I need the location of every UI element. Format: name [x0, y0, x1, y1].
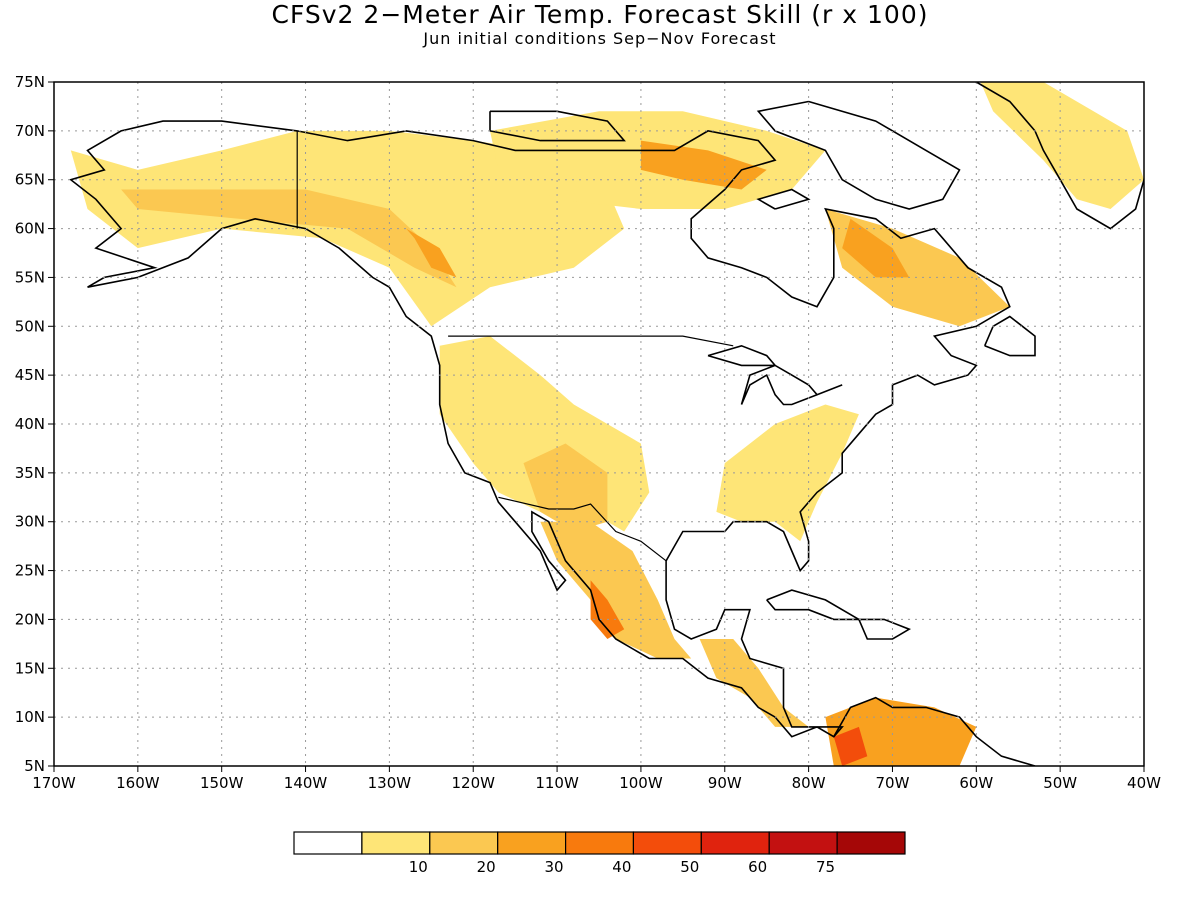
- colorbar-bin: [564, 831, 635, 855]
- colorbar-bin: [293, 831, 363, 855]
- lat-tick-label: 45N: [15, 366, 45, 384]
- lon-tick-label: 60W: [959, 774, 993, 792]
- colorbar-label: 40: [612, 858, 631, 876]
- lon-tick-label: 40W: [1127, 774, 1161, 792]
- lat-tick-label: 60N: [15, 220, 45, 238]
- lat-tick-label: 5N: [24, 757, 45, 775]
- colorbar: 10 20 30 40 50 60 75: [293, 831, 906, 876]
- lat-tick-label: 20N: [15, 610, 45, 628]
- colorbar-label: 50: [680, 858, 699, 876]
- coastline-hispaniola: [858, 618, 912, 640]
- coastline-greenland: [972, 82, 1144, 230]
- lat-tick-label: 10N: [15, 708, 45, 726]
- lon-tick-label: 100W: [619, 774, 663, 792]
- lon-axis: 170W 160W 150W 140W 130W 120W 110W 100W 90W 80W 70…: [32, 766, 1161, 792]
- colorbar-label: 75: [816, 858, 835, 876]
- lon-tick-label: 120W: [451, 774, 495, 792]
- lon-tick-label: 160W: [116, 774, 160, 792]
- lat-tick-label: 50N: [15, 317, 45, 335]
- skill-region-east-us: [716, 404, 859, 542]
- skill-region-greenland: [980, 82, 1144, 209]
- lat-tick-label: 30N: [15, 513, 45, 531]
- skill-region-yukon-core: [406, 228, 457, 278]
- skill-shading: [70, 82, 1144, 766]
- colorbar-bin: [429, 831, 499, 855]
- lon-tick-label: 140W: [284, 774, 328, 792]
- lon-tick-label: 110W: [535, 774, 579, 792]
- lat-tick-label: 25N: [15, 562, 45, 580]
- skill-region-sa-core: [833, 726, 868, 766]
- lon-tick-label: 80W: [792, 774, 826, 792]
- colorbar-bin: [361, 831, 431, 855]
- border-us-mexico: [498, 496, 667, 562]
- colorbar-bin: [497, 831, 567, 855]
- lat-axis: 5N 10N 15N 20N 25N 30N 35N 40N 45N 50N 55N 60N 65N 70…: [15, 73, 54, 775]
- lat-tick-label: 70N: [15, 122, 45, 140]
- lon-tick-label: 150W: [200, 774, 244, 792]
- skill-region-mexico-core: [590, 580, 625, 639]
- lon-tick-label: 130W: [368, 774, 412, 792]
- colorbar-label: 60: [748, 858, 767, 876]
- gridlines: [54, 82, 1144, 766]
- lat-tick-label: 55N: [15, 268, 45, 286]
- lon-tick-label: 170W: [32, 774, 76, 792]
- colorbar-label: 20: [477, 858, 496, 876]
- skill-region-central-america: [699, 639, 809, 727]
- colorbar-bin: [700, 831, 770, 855]
- lat-tick-label: 35N: [15, 464, 45, 482]
- skill-region-labrador-core: [842, 218, 910, 278]
- lon-tick-label: 90W: [708, 774, 742, 792]
- lat-tick-label: 40N: [15, 415, 45, 433]
- colorbar-bin: [632, 831, 702, 855]
- colorbar-label: 10: [409, 858, 428, 876]
- chart-subtitle: Jun initial conditions Sep−Nov Forecast: [423, 29, 777, 48]
- coastline-newfoundland: [983, 315, 1036, 357]
- lon-tick-label: 50W: [1043, 774, 1077, 792]
- coastline-victoria: [489, 110, 626, 142]
- lon-tick-label: 70W: [876, 774, 910, 792]
- chart-title: CFSv2 2−Meter Air Temp. Forecast Skill (…: [271, 0, 929, 29]
- colorbar-label: 30: [545, 858, 564, 876]
- lat-tick-label: 15N: [15, 659, 45, 677]
- colorbar-bin: [768, 831, 838, 855]
- lat-tick-label: 75N: [15, 73, 45, 91]
- coastline-baffin: [756, 100, 961, 210]
- coastline-south-america: [833, 696, 1036, 766]
- skill-region-alaska-band: [121, 189, 457, 288]
- coastline-hudson-bay-islands: [756, 188, 811, 210]
- lat-tick-label: 65N: [15, 171, 45, 189]
- skill-region-mexico: [540, 521, 692, 659]
- skill-region-southwest-core: [523, 443, 608, 532]
- coastline-great-lakes: [707, 344, 843, 406]
- border-us-canada: [448, 335, 734, 347]
- coastline-cuba: [766, 589, 862, 621]
- colorbar-bin: [836, 831, 906, 855]
